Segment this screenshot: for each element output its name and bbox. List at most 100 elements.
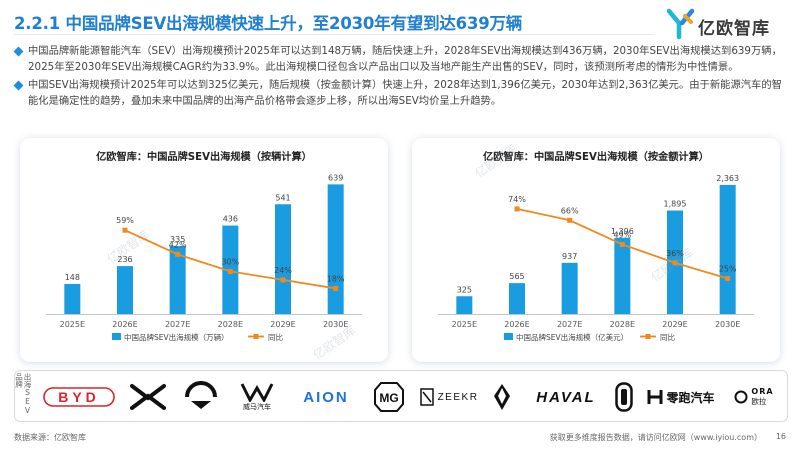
brand-logo-mg: MG: [367, 379, 411, 415]
legend-bar-swatch: [112, 333, 121, 340]
ora-logo-subtext: 欧拉: [751, 397, 767, 406]
bar: [509, 283, 525, 314]
brand-logo-li-auto: [611, 379, 637, 415]
yoy-point: [514, 206, 520, 212]
legend-line-marker: [645, 334, 651, 339]
nio-logo-icon: [185, 381, 217, 409]
x-tick-label: 2026E: [504, 320, 529, 329]
x-tick-label: 2028E: [610, 320, 635, 329]
yoy-value-label: 59%: [116, 216, 134, 225]
mg-logo-text: MG: [379, 391, 398, 405]
x-tick-label: 2027E: [165, 320, 190, 329]
legend-line-marker: [253, 334, 259, 339]
brand-logos-bar: 出海SEV品牌 BYD 威马汽车 AION MG: [14, 370, 788, 422]
bar-value-label: 565: [509, 272, 524, 281]
legend-bar-label: 中国品牌SEV出海规模（万辆）: [124, 332, 229, 342]
legend-bar-label: 中国品牌SEV出海规模（亿美元）: [516, 332, 628, 342]
logo-text: 亿欧智库: [698, 19, 770, 39]
x-tick-label: 2030E: [715, 320, 740, 329]
yoy-value-label: 24%: [274, 266, 292, 275]
legend-line-label: 同比: [660, 332, 675, 342]
diamond-bullet-icon: [13, 46, 24, 57]
yoy-point: [227, 268, 233, 274]
x-tick-label: 2028E: [218, 320, 243, 329]
yoy-value-label: 30%: [221, 257, 239, 266]
bar-value-label: 1,895: [664, 200, 687, 209]
x-tick-label: 2029E: [270, 320, 295, 329]
diamond-bullet-icon: [13, 80, 24, 91]
aion-logo-text: AION: [303, 388, 349, 406]
brand-logo-xpeng: [125, 379, 171, 415]
yoy-point: [725, 276, 731, 281]
mg-logo-icon: MG: [374, 382, 404, 412]
bar-value-label: 335: [170, 235, 185, 244]
bar: [169, 246, 186, 314]
bar-value-label: 541: [275, 193, 290, 202]
bar-value-label: 937: [562, 252, 577, 261]
yoy-point: [280, 277, 286, 283]
yoy-value-label: 66%: [561, 206, 579, 215]
weltmeister-logo-icon: [240, 383, 274, 402]
bullet-list: 中国品牌新能源智能汽车（SEV）出海规模预计2025年可以达到148万辆，随后快…: [13, 44, 790, 112]
bar-value-label: 236: [117, 255, 132, 264]
li-auto-logo-icon: [615, 382, 633, 412]
leapmotor-logo-text: 零跑汽车: [666, 390, 715, 405]
bar: [614, 237, 631, 314]
chart-title: 亿欧智库：中国品牌SEV出海规模（按辆计算）: [96, 152, 312, 163]
bullet-item: 中国品牌新能源智能汽车（SEV）出海规模预计2025年可以达到148万辆，随后快…: [13, 44, 790, 75]
yoy-value-label: 36%: [666, 249, 684, 258]
yoy-value-label: 49%: [613, 230, 631, 239]
chart-units-svg: 148 2025E 236 2026E 335 2027E 436 2028E 541 2029E…: [46, 173, 362, 342]
yoy-value-label: 18%: [327, 274, 345, 283]
x-tick-label: 2026E: [112, 320, 137, 329]
data-source: 数据来源：亿欧智库: [14, 433, 86, 442]
byd-logo-text: BYD: [58, 389, 100, 405]
x-tick-label: 2025E: [452, 320, 477, 329]
yoy-point: [122, 227, 128, 233]
bullet-text: 中国品牌新能源智能汽车（SEV）出海规模预计2025年可以达到148万辆，随后快…: [28, 45, 782, 73]
x-tick-label: 2029E: [662, 320, 687, 329]
brand-logo-lynk: [487, 379, 517, 415]
brand-logo-nio: [180, 379, 222, 415]
weltmeister-logo-text: 威马汽车: [243, 403, 271, 411]
yiou-y-logo-icon: [666, 8, 695, 40]
chart-title: 亿欧智库：中国品牌SEV出海规模（按金额计算）: [483, 152, 709, 163]
bar: [719, 184, 736, 314]
bar-value-label: 2,363: [716, 174, 739, 183]
haval-logo-text: HAVAL: [536, 388, 596, 406]
title-divider: [14, 34, 654, 35]
legend-bar-swatch: [504, 333, 513, 340]
chart-panel-amount: 亿欧智库：中国品牌SEV出海规模（按金额计算） 325 2025E 565 2026E…: [412, 138, 780, 362]
ora-logo-text: ORA: [751, 387, 774, 396]
ora-logo-icon: [734, 390, 748, 404]
brand-logo-zeekr: ZEEKR: [415, 379, 483, 415]
xpeng-logo-icon: [130, 384, 166, 410]
bar-value-label: 1,396: [611, 227, 634, 236]
byd-logo-icon: BYD: [43, 387, 115, 407]
bar: [327, 184, 344, 314]
ora-logo-words: ORA 欧拉: [751, 387, 773, 407]
chart-legend: 中国品牌SEV出海规模（亿美元） 同比: [504, 332, 675, 342]
bar: [117, 266, 133, 314]
zeekr-logo-icon: [419, 388, 434, 406]
bar-value-label: 325: [457, 285, 472, 294]
yoy-point: [619, 241, 625, 247]
yoy-point: [567, 217, 573, 223]
bullet-text: 中国SEV出海规模预计2025年可以达到325亿美元，随后规模（按金额计算）快速…: [28, 79, 782, 107]
more-data-link[interactable]: 获取更多维度报告数据，请访问亿欧网（www.iyiou.com）: [549, 433, 762, 442]
yoy-value-label: 25%: [719, 265, 737, 274]
brand-logo-weltmeister: 威马汽车: [229, 379, 285, 415]
yoy-point: [672, 260, 678, 266]
page-number: 16: [775, 432, 786, 441]
x-tick-label: 2027E: [557, 320, 582, 329]
lynk-logo-icon: [494, 384, 510, 410]
page-title: 2.2.1 中国品牌SEV出海规模快速上升，至2030年有望到达639万辆: [14, 14, 523, 33]
brand-logo-haval: HAVAL: [523, 379, 609, 415]
legend-line-label: 同比: [268, 332, 283, 342]
bar: [456, 296, 473, 314]
brand-logo-ora: ORA 欧拉: [727, 379, 781, 415]
bar-value-label: 436: [223, 215, 238, 224]
yoy-point: [175, 251, 181, 257]
yiou-logo: 亿欧智库: [666, 8, 784, 42]
bar: [275, 204, 291, 314]
